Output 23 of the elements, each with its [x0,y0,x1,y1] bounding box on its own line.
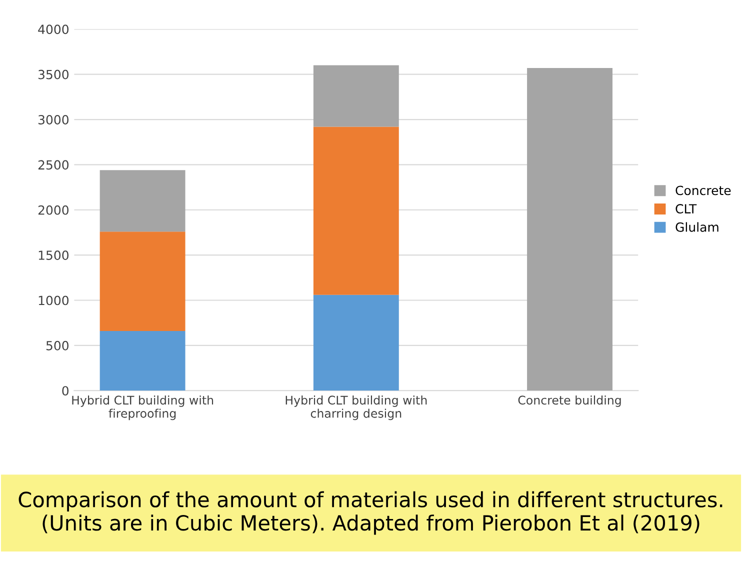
legend-label: Glulam [676,222,718,232]
text: Comparison of the amount of materials used in different structures. (Units are in Cubic Meters). Adapted from Pierobon Et al (2019) [18,491,722,535]
x-tick-label: Concrete building [518,395,621,407]
y-tick-label: 1500 [38,250,69,260]
bar [100,170,186,232]
y-tick-label: 2000 [38,205,69,215]
y-tick-label: 4000 [38,24,69,34]
bar [313,294,399,391]
y-tick-label: 500 [46,340,69,350]
bar [100,232,186,331]
y-tick-label: 2500 [38,160,69,170]
y-tick-label: 0 [62,386,69,396]
y-tick-label: 3500 [38,70,69,80]
bar [527,68,612,391]
y-tick-label: 3000 [38,114,69,124]
legend-label: CLT [676,204,697,214]
x-tick-label: Hybrid CLT building with charring design [286,395,427,420]
bar [313,126,399,295]
x-tick-label: Hybrid CLT building with fireproofing [72,395,214,420]
legend-label: Concrete [676,186,731,196]
y-tick-label: 1000 [38,296,69,306]
bar [100,330,186,391]
bar [313,65,399,127]
